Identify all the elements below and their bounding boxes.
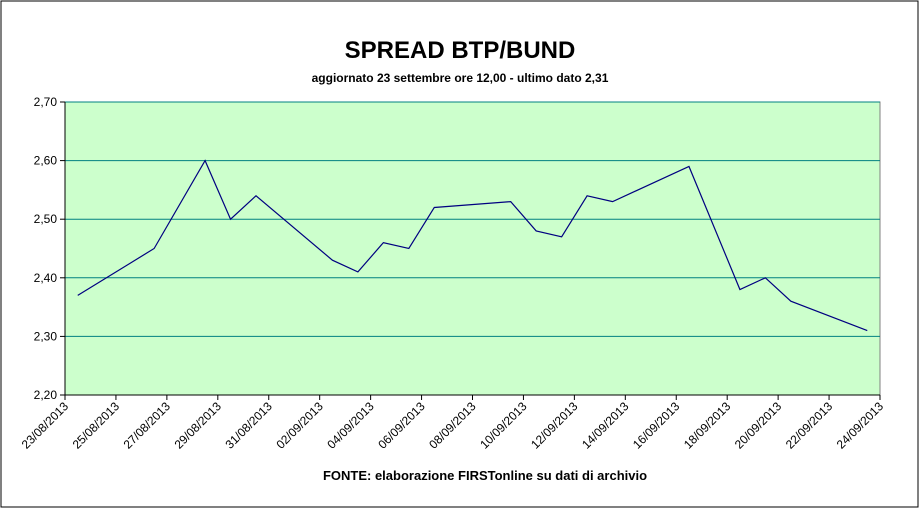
plot-area [64,101,881,396]
y-tick-label: 2,20 [34,388,58,402]
source-note: FONTE: elaborazione FIRSTonline su dati … [323,468,647,483]
y-tick-label: 2,60 [34,154,58,168]
y-tick-label: 2,40 [34,271,58,285]
chart-subtitle: aggiornato 23 settembre ore 12,00 - ulti… [312,71,609,85]
y-tick-label: 2,70 [34,95,58,109]
chart-title: SPREAD BTP/BUND [345,37,576,64]
data-line [77,159,868,332]
y-tick-label: 2,50 [34,212,58,226]
y-tick-label: 2,30 [34,329,58,343]
